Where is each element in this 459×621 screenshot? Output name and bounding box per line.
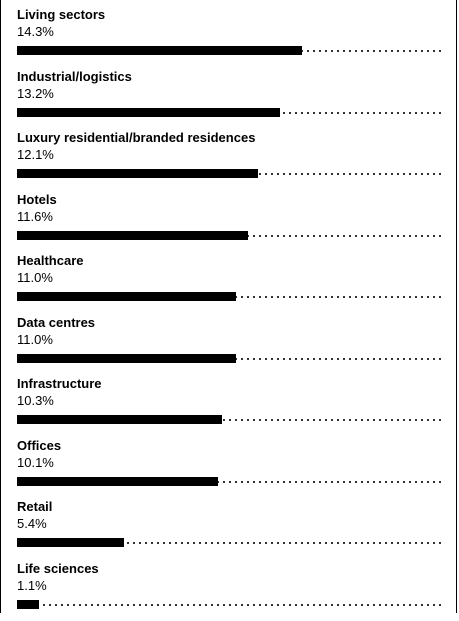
- bar: [17, 169, 258, 178]
- value-label: 5.4%: [17, 516, 47, 531]
- bar: [17, 538, 124, 547]
- bar-row: Life sciences 1.1%: [17, 561, 457, 621]
- value-label: 11.0%: [17, 331, 53, 347]
- bar-row: Luxury residential/branded residences 12.…: [17, 130, 457, 190]
- dotted-track-line: [17, 542, 445, 544]
- bar-track: [17, 538, 445, 547]
- bar: [17, 46, 302, 55]
- bar: [17, 476, 218, 486]
- category-label: Offices: [17, 437, 62, 453]
- bar-row: Hotels 11.6%: [17, 192, 457, 252]
- bar-track: [17, 107, 445, 117]
- dotted-track-line: [17, 480, 445, 483]
- bar-row: Healthcare 11.0%: [17, 253, 457, 313]
- dotted-track-line: [17, 603, 445, 606]
- bar: [17, 230, 248, 240]
- category-label: Luxury residential/branded residences: [17, 130, 256, 145]
- category-label: Hotels: [17, 191, 57, 207]
- category-label: Healthcare: [17, 253, 84, 268]
- value-label: 1.1%: [17, 577, 47, 593]
- bar: [17, 599, 39, 609]
- bar-row: Data centres 11.0%: [17, 315, 457, 375]
- bar-row: Living sectors 14.3%: [17, 7, 457, 67]
- bar-row: Retail 5.4%: [17, 499, 457, 559]
- category-label: Retail: [17, 499, 53, 514]
- bar-row: Offices 10.1%: [17, 438, 457, 498]
- bar: [17, 292, 236, 301]
- bar: [17, 415, 222, 424]
- category-label: Industrial/logistics: [17, 68, 132, 84]
- value-label: 12.1%: [17, 147, 54, 162]
- bar-track: [17, 169, 445, 178]
- bar-track: [17, 46, 445, 55]
- value-label: 14.3%: [17, 24, 54, 39]
- bar-track: [17, 415, 445, 424]
- category-label: Life sciences: [17, 560, 99, 576]
- bar-track: [17, 230, 445, 240]
- bar: [17, 107, 280, 117]
- value-label: 10.1%: [17, 454, 54, 470]
- value-label: 11.6%: [17, 208, 53, 224]
- value-label: 11.0%: [17, 270, 53, 285]
- bar-track: [17, 353, 445, 363]
- category-label: Data centres: [17, 314, 96, 330]
- dotted-track-line: [17, 419, 445, 421]
- bar-track: [17, 292, 445, 301]
- value-label: 10.3%: [17, 393, 54, 408]
- bar-track: [17, 599, 445, 609]
- category-label: Infrastructure: [17, 376, 102, 391]
- value-label: 13.2%: [17, 85, 54, 101]
- bar-row: Industrial/logistics 13.2%: [17, 69, 457, 129]
- bar: [17, 353, 236, 363]
- category-label: Living sectors: [17, 7, 106, 22]
- bar-track: [17, 476, 445, 486]
- bar-row: Infrastructure 10.3%: [17, 376, 457, 436]
